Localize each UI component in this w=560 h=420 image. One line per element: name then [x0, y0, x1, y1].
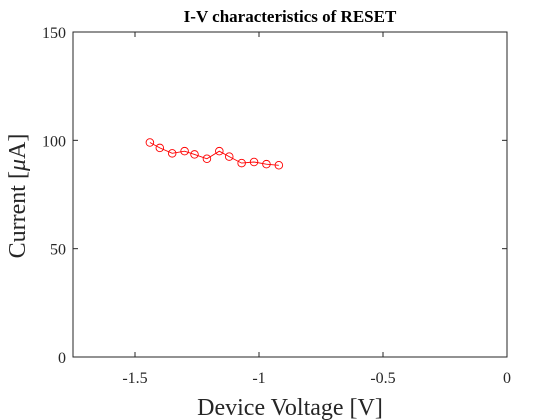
chart-title: I-V characteristics of RESET [184, 7, 397, 26]
data-point [215, 146, 224, 156]
data-point [167, 149, 177, 158]
x-tick-label: -0.5 [370, 370, 395, 387]
x-axis-label: Device Voltage [V] [197, 395, 383, 420]
data-point [145, 138, 155, 147]
x-tick-label: -1 [252, 370, 265, 387]
series-line [149, 142, 279, 166]
y-tick-label: 0 [58, 350, 66, 367]
data-point [155, 143, 165, 153]
y-axis-label-unit: μ [5, 159, 31, 172]
y-tick-label: 150 [42, 25, 66, 42]
series-layer [145, 138, 284, 170]
plot-frame [72, 31, 508, 358]
y-tick-label: 100 [42, 133, 66, 150]
y-tick-label: 50 [50, 242, 66, 259]
data-point [274, 160, 284, 170]
data-point [262, 159, 271, 169]
y-axis: 0 50 100 150 [42, 25, 507, 367]
data-point [202, 154, 212, 163]
data-point [190, 150, 199, 159]
data-point [249, 157, 259, 167]
x-tick-label: 0 [503, 370, 511, 387]
y-axis-label-suffix: A] [5, 134, 31, 159]
data-point [224, 152, 234, 161]
y-axis-label-prefix: Current [ [5, 171, 31, 258]
y-axis-label: Current [μA] [5, 134, 31, 259]
x-axis: -1.5 -1 -0.5 0 [122, 32, 511, 387]
plot-box [72, 31, 508, 358]
data-point [180, 146, 189, 156]
x-tick-label: -1.5 [122, 370, 147, 387]
data-point [237, 158, 246, 168]
